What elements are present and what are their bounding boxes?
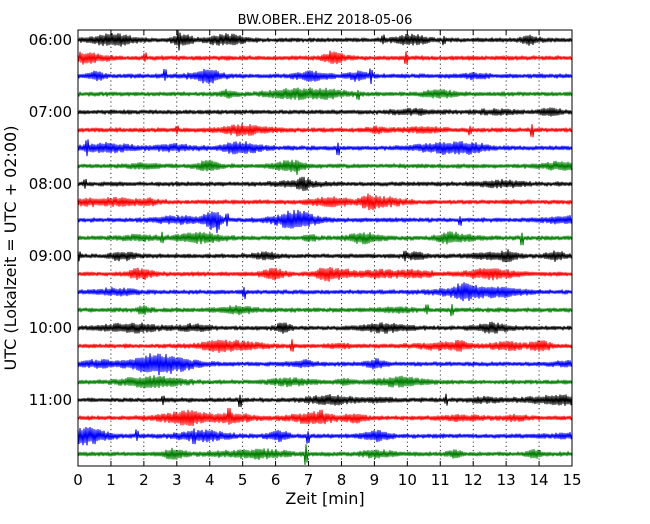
- x-axis-label: Zeit [min]: [285, 489, 364, 508]
- axes-layer: 0 1 2 3 4 5 6 7 8 9 10 11 12 13 14 1506:0007:0008:0009:…: [29, 29, 582, 489]
- trace-0700: [77, 107, 573, 117]
- trace-0715: [77, 123, 573, 138]
- trace-0815: [77, 193, 573, 211]
- x-tick-label-14: 14: [530, 471, 549, 489]
- trace-1115: [77, 407, 573, 427]
- trace-1100: [77, 393, 573, 408]
- x-tick-label-10: 10: [398, 471, 417, 489]
- trace-0745: [77, 159, 573, 176]
- x-tick-label-12: 12: [464, 471, 483, 489]
- trace-1145: [77, 444, 573, 465]
- x-tick-label-1: 1: [106, 471, 116, 489]
- x-tick-label-8: 8: [337, 471, 347, 489]
- trace-0800: [77, 176, 573, 192]
- x-tick-label-4: 4: [205, 471, 215, 489]
- trace-1015: [77, 339, 573, 353]
- y-tick-label-2: 08:00: [29, 175, 72, 193]
- y-tick-label-1: 07:00: [29, 103, 72, 121]
- y-tick-label-3: 09:00: [29, 247, 72, 265]
- plot-frame: [77, 29, 573, 467]
- trace-0600: [77, 30, 573, 51]
- trace-0615: [77, 50, 573, 65]
- x-tick-label-5: 5: [238, 471, 248, 489]
- y-tick-label-0: 06:00: [29, 31, 72, 49]
- y-tick-label-4: 10:00: [29, 319, 72, 337]
- trace-0845: [77, 231, 573, 246]
- trace-1000: [77, 321, 573, 334]
- x-tick-label-9: 9: [370, 471, 380, 489]
- trace-1030: [77, 353, 573, 376]
- trace-0645: [77, 87, 573, 101]
- trace-0900: [77, 249, 573, 263]
- x-tick-label-2: 2: [139, 471, 149, 489]
- x-tick-label-13: 13: [497, 471, 516, 489]
- y-axis-label: UTC (Lokalzeit = UTC + 02:00): [1, 126, 20, 371]
- x-tick-label-3: 3: [172, 471, 182, 489]
- y-tick-label-5: 11:00: [29, 391, 72, 409]
- trace-0915: [77, 266, 573, 282]
- x-tick-label-0: 0: [73, 471, 83, 489]
- x-tick-label-6: 6: [271, 471, 281, 489]
- trace-0830: [77, 209, 573, 234]
- x-tick-label-11: 11: [431, 471, 450, 489]
- x-tick-label-15: 15: [562, 471, 581, 489]
- trace-0730: [77, 139, 573, 157]
- trace-0630: [77, 68, 573, 85]
- trace-1130: [77, 426, 573, 446]
- x-tick-label-7: 7: [304, 471, 314, 489]
- trace-layer: [77, 30, 573, 465]
- trace-0945: [77, 303, 573, 317]
- trace-1045: [77, 375, 573, 389]
- chart-title: BW.OBER..EHZ 2018-05-06: [238, 13, 413, 28]
- trace-0930: [77, 282, 573, 302]
